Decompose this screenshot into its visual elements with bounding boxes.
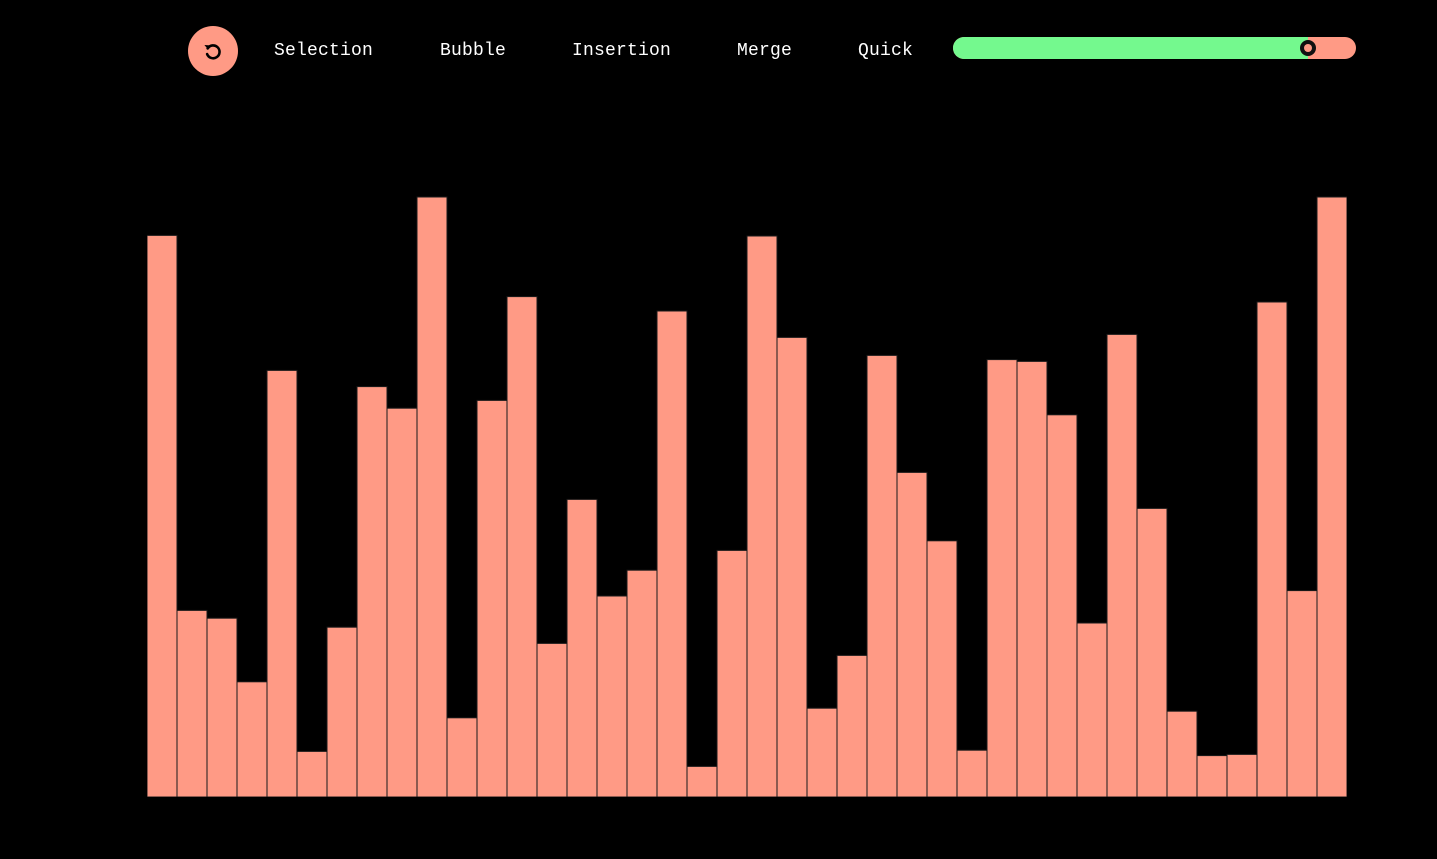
- bar-28: [956, 749, 988, 797]
- bar-39: [1286, 590, 1318, 797]
- bar-14: [536, 642, 568, 797]
- quick-sort-button[interactable]: Quick: [858, 41, 914, 61]
- bar-chart: [147, 90, 1347, 797]
- bar-17: [626, 569, 658, 797]
- bar-24: [836, 654, 868, 797]
- bar-12: [476, 399, 508, 797]
- bar-35: [1166, 710, 1198, 797]
- bar-7: [326, 626, 358, 797]
- bar-23: [806, 707, 838, 797]
- bar-21: [746, 235, 778, 797]
- bar-2: [176, 609, 208, 797]
- bar-33: [1106, 333, 1138, 797]
- bar-27: [926, 540, 958, 797]
- bar-20: [716, 549, 748, 797]
- reset-icon: [204, 44, 221, 60]
- bar-26: [896, 471, 928, 797]
- bar-5: [266, 369, 298, 797]
- bar-4: [236, 681, 268, 797]
- bubble-sort-button[interactable]: Bubble: [440, 41, 507, 61]
- slider-fill: [953, 37, 1308, 59]
- bar-1: [147, 234, 178, 797]
- bar-6: [296, 750, 328, 797]
- bar-11: [446, 717, 478, 797]
- reset-button[interactable]: [188, 26, 238, 76]
- bar-25: [866, 354, 898, 797]
- bar-15: [566, 498, 598, 797]
- bar-22: [776, 336, 808, 797]
- bar-10: [416, 196, 448, 797]
- bar-3: [206, 617, 238, 797]
- bar-18: [656, 310, 688, 797]
- insertion-sort-button[interactable]: Insertion: [572, 41, 672, 61]
- bar-31: [1046, 414, 1078, 797]
- speed-slider[interactable]: [953, 37, 1356, 59]
- slider-thumb[interactable]: [1300, 40, 1316, 56]
- bar-40: [1316, 196, 1347, 797]
- bar-8: [356, 386, 388, 797]
- selection-sort-button[interactable]: Selection: [274, 41, 374, 61]
- bar-16: [596, 595, 628, 797]
- bar-32: [1076, 622, 1108, 797]
- bar-29: [986, 359, 1018, 797]
- bar-9: [386, 407, 418, 797]
- bar-36: [1196, 755, 1228, 797]
- bar-37: [1226, 753, 1258, 797]
- bar-13: [506, 296, 538, 797]
- bar-34: [1136, 507, 1168, 797]
- bar-19: [686, 765, 718, 797]
- bars-svg: [147, 196, 1347, 797]
- bar-38: [1256, 301, 1288, 797]
- merge-sort-button[interactable]: Merge: [737, 41, 793, 61]
- bar-30: [1016, 360, 1048, 797]
